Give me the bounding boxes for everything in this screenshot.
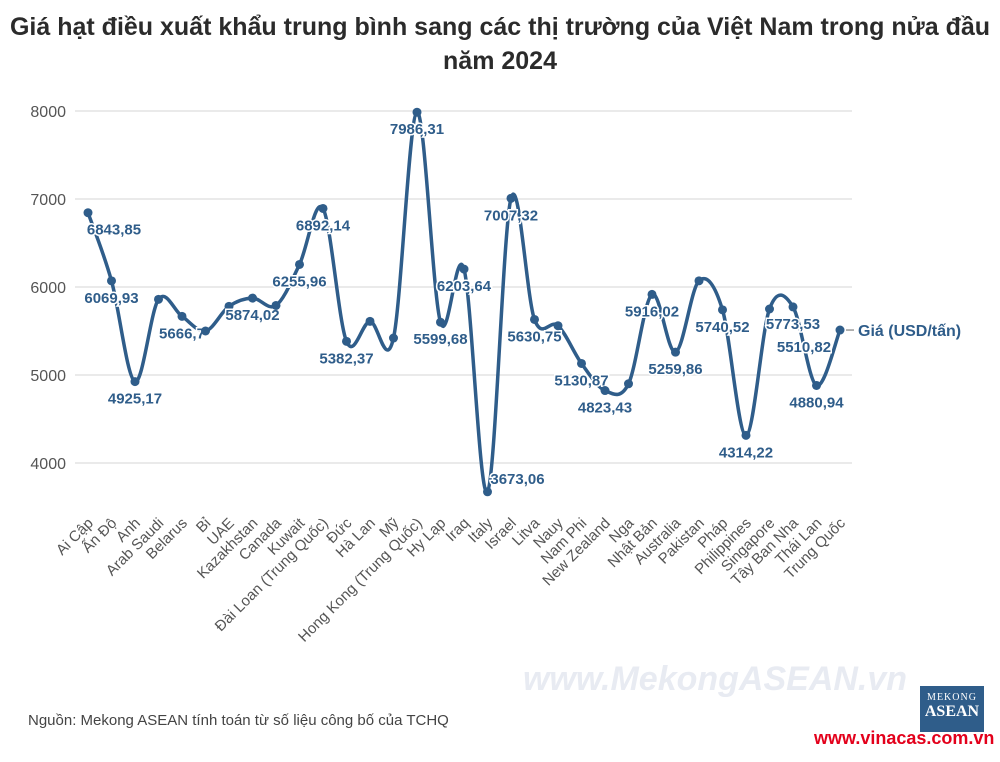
data-point (389, 333, 398, 343)
data-point (530, 314, 539, 324)
y-tick-label: 5000 (30, 368, 66, 385)
data-label: 6892,14 (296, 217, 351, 234)
data-point (694, 276, 704, 286)
data-point (600, 386, 610, 396)
y-tick-label: 6000 (30, 280, 66, 297)
data-point (412, 107, 422, 117)
data-point (295, 259, 304, 269)
data-point (671, 347, 680, 357)
data-point (459, 264, 469, 274)
data-point (812, 380, 821, 390)
data-point (318, 203, 328, 213)
data-label: 5382,37 (319, 350, 373, 367)
data-label: 6069,93 (84, 290, 138, 307)
data-point (177, 311, 187, 321)
y-tick-label: 8000 (30, 104, 66, 121)
data-point (107, 276, 116, 286)
data-label: 5916,02 (625, 303, 679, 320)
data-point (765, 304, 774, 314)
data-label: 5740,52 (695, 319, 749, 336)
data-label: 4314,22 (719, 444, 773, 461)
line-chart: www.MekongASEAN.vn40005000600070008000Ai… (30, 104, 961, 698)
data-label: 7007,32 (484, 207, 538, 224)
data-label: 5874,02 (225, 307, 279, 324)
data-point (647, 289, 657, 299)
watermark: www.MekongASEAN.vn (523, 660, 907, 698)
data-point (436, 317, 445, 327)
series-line (86, 110, 842, 494)
data-label: 5259,86 (648, 361, 702, 378)
chart-title: Giá hạt điều xuất khẩu trung bình sang c… (9, 13, 991, 75)
legend-series-name: Giá (USD/tấn) (858, 323, 961, 340)
data-label: 3673,06 (490, 471, 544, 488)
data-point (83, 208, 93, 218)
data-point (741, 430, 751, 440)
data-point (577, 358, 586, 368)
logo-line1: MEKONG (927, 692, 977, 703)
data-point (718, 305, 727, 315)
data-label: 5773,53 (766, 316, 820, 333)
y-tick-label: 7000 (30, 192, 66, 209)
y-tick-label: 4000 (30, 456, 66, 473)
data-point (624, 379, 633, 389)
data-label: 4925,17 (108, 391, 162, 408)
data-point (553, 321, 563, 331)
data-point (788, 302, 798, 312)
data-label: 5510,82 (777, 339, 831, 356)
data-label: 7986,31 (390, 121, 444, 138)
site-url[interactable]: www.vinacas.com.vn (814, 728, 995, 748)
data-label: 5599,68 (413, 331, 467, 348)
mekong-asean-logo: MEKONG ASEAN (920, 686, 984, 732)
data-label: 5130,87 (554, 372, 608, 389)
data-label: 5630,75 (507, 328, 561, 345)
data-point (201, 326, 210, 336)
data-point (224, 301, 234, 311)
data-point (483, 487, 492, 497)
data-label: 4823,43 (578, 400, 632, 417)
data-label: 6255,96 (272, 273, 326, 290)
logo-line2: ASEAN (924, 703, 980, 720)
data-point (342, 336, 351, 346)
data-label: 6203,64 (437, 278, 492, 295)
data-label: 4880,94 (789, 394, 844, 411)
data-point (154, 294, 163, 304)
data-point (835, 325, 845, 335)
source-note: Nguồn: Mekong ASEAN tính toán từ số liệu… (28, 712, 449, 729)
data-point (506, 193, 516, 203)
data-point (130, 377, 140, 387)
data-point (365, 316, 375, 326)
data-label: 5666,7 (159, 325, 205, 342)
data-point (271, 300, 281, 310)
data-label: 6843,85 (87, 222, 141, 239)
data-point (248, 293, 257, 303)
